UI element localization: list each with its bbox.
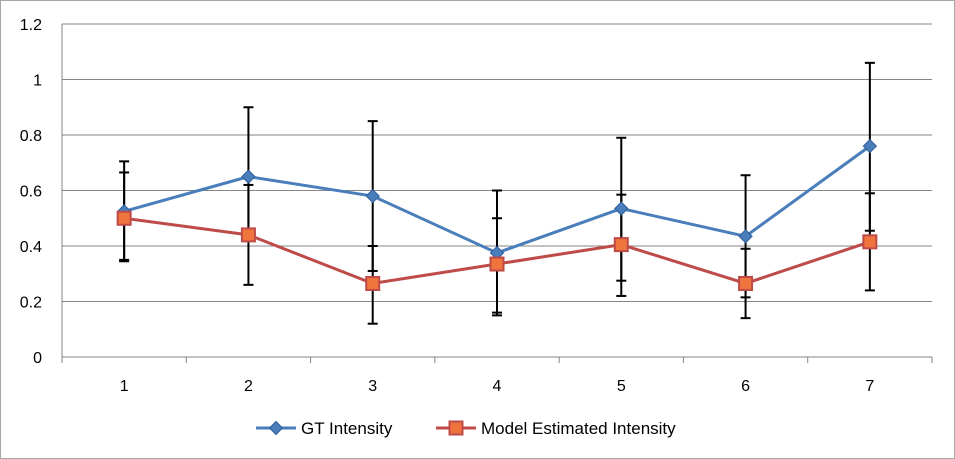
series-2-point <box>613 237 629 253</box>
y-tick-label: 0.6 <box>20 184 42 201</box>
x-tick-label: 3 <box>368 378 377 395</box>
series-2-point <box>489 256 505 272</box>
series-1-point <box>241 169 256 184</box>
legend-marker-2 <box>448 420 464 436</box>
x-axis-ticks: 1 2 3 4 5 6 7 <box>61 357 933 395</box>
series-2-point <box>862 234 878 250</box>
y-tick-label: 0.4 <box>20 239 42 256</box>
series-1-point <box>862 138 878 154</box>
legend-label-2: Model Estimated Intensity <box>481 419 676 438</box>
series-2-point <box>116 210 132 226</box>
axes <box>61 24 932 358</box>
x-tick-label: 6 <box>741 378 750 395</box>
series-1-point <box>365 188 380 204</box>
y-tick-label: 0.8 <box>20 128 42 145</box>
series-2-point <box>365 275 381 291</box>
x-tick-label: 2 <box>244 378 253 395</box>
series-markers <box>116 138 878 291</box>
x-tick-label: 1 <box>120 378 129 395</box>
legend-marker-1 <box>268 420 284 436</box>
y-axis-ticks: 0 0.2 0.4 0.6 0.8 1 1.2 <box>20 17 42 367</box>
x-tick-label: 7 <box>865 378 874 395</box>
error-bars <box>119 61 875 325</box>
series-1-point <box>738 229 753 244</box>
legend-label-1: GT Intensity <box>301 419 393 438</box>
y-tick-label: 1 <box>33 73 42 90</box>
y-tick-label: 1.2 <box>20 17 42 34</box>
x-tick-label: 4 <box>493 378 502 395</box>
legend: GT Intensity Model Estimated Intensity <box>256 419 676 438</box>
series-2-point <box>738 275 754 291</box>
y-tick-label: 0 <box>33 350 42 367</box>
series-1-point <box>614 201 629 216</box>
gridlines <box>62 23 932 302</box>
x-tick-label: 5 <box>617 378 626 395</box>
series-2-point <box>240 227 256 243</box>
y-tick-label: 0.2 <box>20 295 42 312</box>
